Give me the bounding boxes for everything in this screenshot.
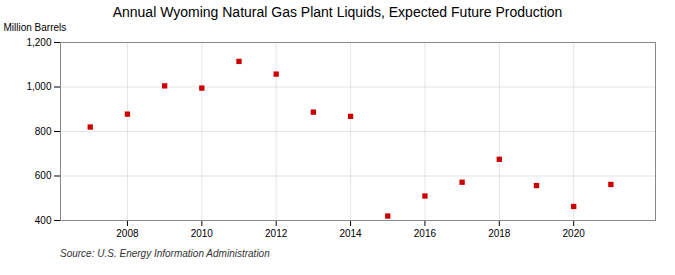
svg-text:Million Barrels: Million Barrels: [4, 22, 67, 33]
svg-text:1,200: 1,200: [26, 37, 51, 48]
svg-text:2012: 2012: [265, 228, 288, 239]
svg-text:2018: 2018: [488, 228, 511, 239]
svg-text:600: 600: [35, 170, 52, 181]
svg-text:2014: 2014: [339, 228, 362, 239]
svg-text:400: 400: [35, 215, 52, 226]
svg-text:800: 800: [35, 126, 52, 137]
svg-text:2010: 2010: [191, 228, 214, 239]
svg-text:2008: 2008: [116, 228, 139, 239]
html-text:Annual Wyoming Natural Gas Pla: Annual Wyoming Natural Gas Plant Liquids…: [112, 4, 563, 20]
html-text:Source: U.S. Energy Informatio: Source: U.S. Energy Information Administ…: [60, 248, 270, 259]
svg-text:2020: 2020: [563, 228, 586, 239]
svg-text:1,000: 1,000: [26, 81, 51, 92]
svg-text:2016: 2016: [414, 228, 437, 239]
